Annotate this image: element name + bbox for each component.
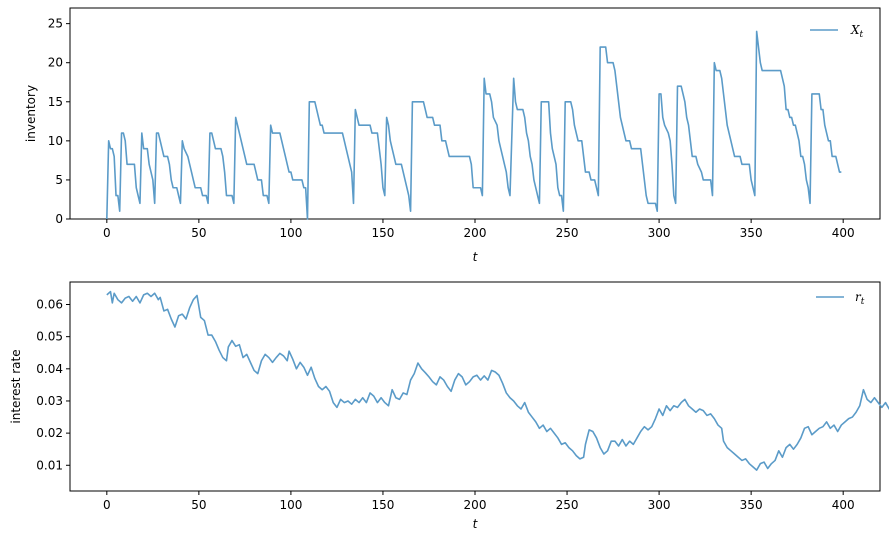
inventory-x-tick-label: 100 <box>279 226 302 240</box>
interest-rate-x-tick-label: 150 <box>372 498 395 512</box>
inventory-x-axis-label: t <box>473 250 479 264</box>
interest-rate-x-ticks: 0 50 100 150 200 250 300 350 400 <box>103 491 855 512</box>
interest-rate-y-tick-label: 0.04 <box>36 362 63 376</box>
interest-rate-legend: rt <box>816 290 865 307</box>
inventory-y-tick-label: 20 <box>48 56 63 70</box>
inventory-y-tick-label: 0 <box>55 212 63 226</box>
inventory-y-tick-label: 15 <box>48 95 63 109</box>
interest-rate-y-tick-label: 0.02 <box>36 426 63 440</box>
inventory-series-line <box>106 30 842 220</box>
interest-rate-x-tick-label: 200 <box>464 498 487 512</box>
interest-rate-x-tick-label: 350 <box>740 498 763 512</box>
interest-rate-panel: 0.01 0.02 0.03 0.04 0.05 0.06 0 50 100 150 200 250… <box>9 281 889 531</box>
inventory-legend-label: Xt <box>850 23 864 40</box>
inventory-y-axis-label: inventory <box>24 85 38 142</box>
interest-rate-y-axis-label: interest rate <box>9 349 23 423</box>
inventory-x-tick-label: 200 <box>464 226 487 240</box>
interest-rate-x-tick-label: 300 <box>648 498 671 512</box>
interest-rate-y-tick-label: 0.01 <box>36 458 63 472</box>
interest-rate-y-tick-label: 0.06 <box>36 298 63 312</box>
inventory-x-tick-label: 300 <box>648 226 671 240</box>
inventory-x-tick-label: 50 <box>191 226 206 240</box>
inventory-x-tick-label: 0 <box>103 226 111 240</box>
inventory-x-tick-label: 400 <box>832 226 855 240</box>
inventory-x-tick-label: 250 <box>556 226 579 240</box>
inventory-y-ticks: 0 5 10 15 20 25 <box>48 17 70 226</box>
inventory-y-tick-label: 25 <box>48 17 63 31</box>
interest-rate-x-tick-label: 250 <box>556 498 579 512</box>
interest-rate-y-tick-label: 0.03 <box>36 394 63 408</box>
interest-rate-x-tick-label: 50 <box>191 498 206 512</box>
interest-rate-x-tick-label: 0 <box>103 498 111 512</box>
interest-rate-series-line <box>106 290 889 471</box>
inventory-legend: Xt <box>810 23 864 40</box>
interest-rate-x-axis-label: t <box>473 517 479 531</box>
inventory-y-tick-label: 10 <box>48 134 63 148</box>
interest-rate-x-tick-label: 100 <box>279 498 302 512</box>
inventory-y-tick-label: 5 <box>55 173 63 187</box>
interest-rate-y-ticks: 0.01 0.02 0.03 0.04 0.05 0.06 <box>36 298 70 472</box>
inventory-x-tick-label: 350 <box>740 226 763 240</box>
interest-rate-legend-label: rt <box>855 290 865 307</box>
interest-rate-x-tick-label: 400 <box>832 498 855 512</box>
interest-rate-y-tick-label: 0.05 <box>36 330 63 344</box>
inventory-x-tick-label: 150 <box>372 226 395 240</box>
interest-rate-plot-frame <box>69 281 881 492</box>
inventory-x-ticks: 0 50 100 150 200 250 300 350 400 <box>103 219 855 240</box>
inventory-panel: 0 5 10 15 20 25 0 50 100 150 200 250 300 350 400 inve… <box>24 7 881 264</box>
